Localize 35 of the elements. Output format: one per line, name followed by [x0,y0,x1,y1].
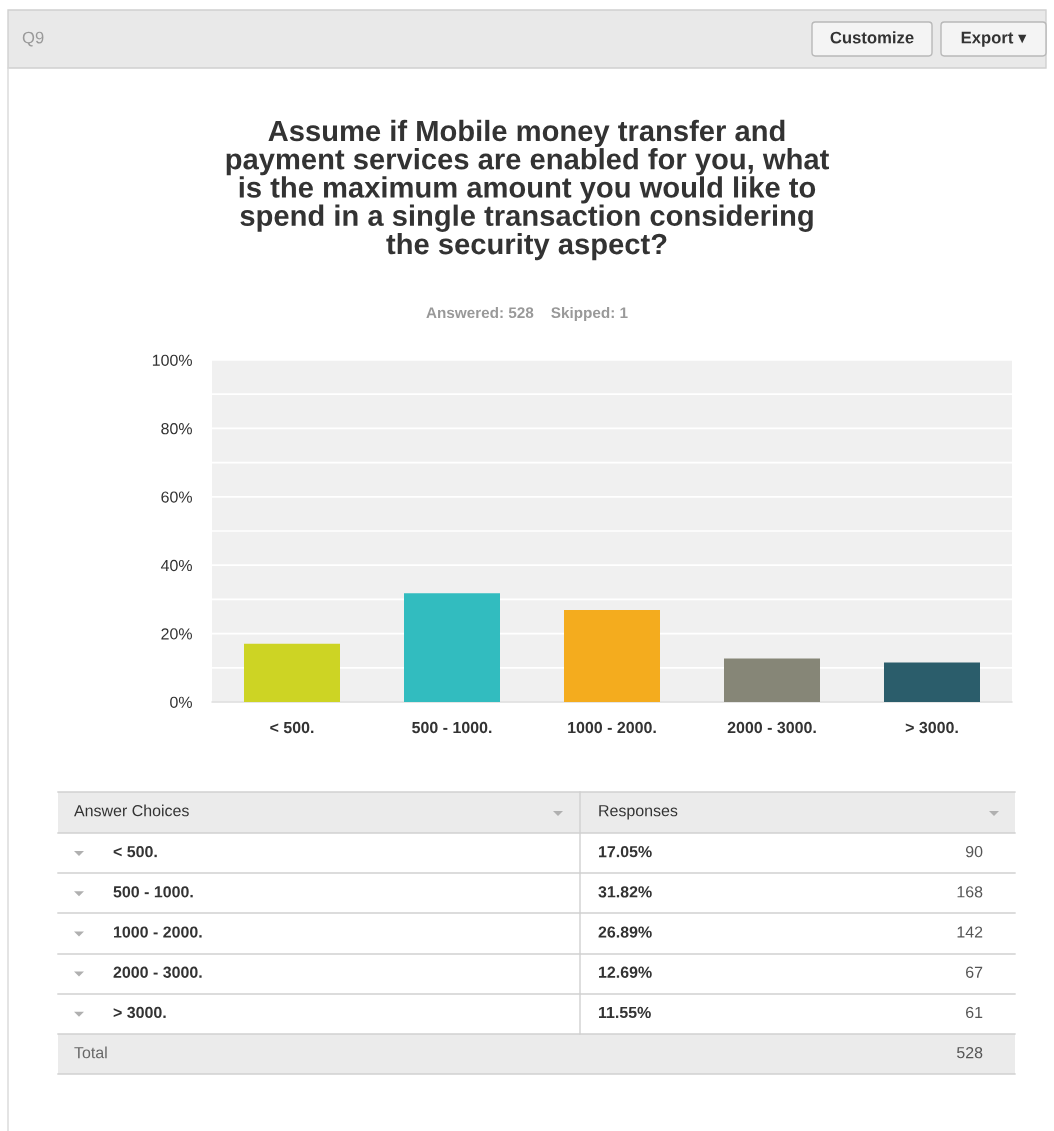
x-tick-label: > 3000. [905,721,958,734]
y-tick-label: 40% [160,559,192,572]
y-tick-label: 60% [161,491,192,503]
text: 142 [957,926,983,938]
text: Answer Choices [74,804,189,817]
category-label: 500 - 1000. [113,886,193,898]
category-label: 2000 - 3000. [113,966,202,978]
chart-title: Assume if Mobile money transfer and payment services are enabled for you, what is the maximum amount you would like to spend in a single transaction considering the security aspect? [226,119,829,261]
text: Customize [830,31,914,44]
x-tick-label: 1000 - 2000. [568,721,656,734]
text: Export ▾ [961,31,1027,47]
text: 12.69% [599,966,652,978]
chart-subtitle: Answered: 528 Skipped: 1 [426,306,628,322]
text: 11.55% [599,1006,651,1019]
text: 31.82% [598,886,652,898]
text: Responses [599,805,678,820]
text: Q9 [22,31,44,47]
text: 168 [957,886,983,898]
category-label: > 3000. [113,1006,166,1019]
x-tick-label: < 500. [270,721,314,734]
text: 61 [966,1006,983,1019]
x-tick-label: 500 - 1000. [412,721,492,734]
text: 67 [966,966,983,978]
category-label: 1000 - 2000. [114,926,202,938]
text: 26.89% [598,926,652,938]
text: 17.05% [599,845,652,858]
y-tick-label: 20% [161,628,192,640]
y-tick-label: 0% [170,696,192,708]
category-label: < 500. [113,845,157,858]
text: 90 [965,845,983,858]
y-tick-label: 100% [152,354,192,366]
x-tick-label: 2000 - 3000. [727,721,816,734]
text: 528 [956,1046,983,1059]
y-tick-label: 80% [161,423,192,435]
text: Total [74,1046,107,1059]
